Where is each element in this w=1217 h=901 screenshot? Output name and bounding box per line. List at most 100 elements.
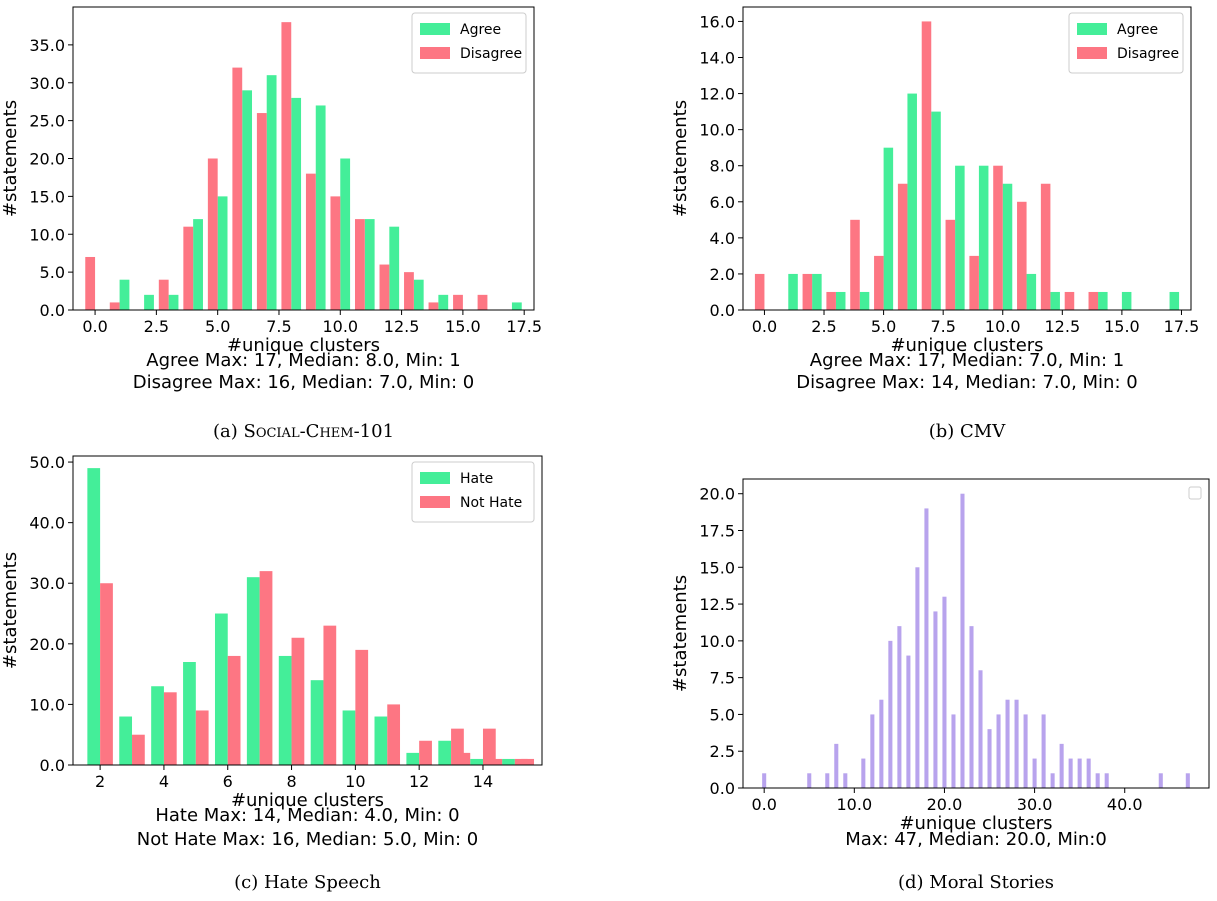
y-tick-label: 30.0 bbox=[29, 74, 65, 93]
y-tick-label: 0.0 bbox=[710, 779, 735, 798]
bar bbox=[470, 758, 483, 765]
bar bbox=[406, 752, 420, 765]
y-tick-label: 20.0 bbox=[699, 485, 735, 504]
bar bbox=[1059, 743, 1064, 788]
bar bbox=[1017, 201, 1027, 310]
legend-label: Agree bbox=[1117, 22, 1158, 38]
bar bbox=[906, 655, 911, 788]
y-tick-label: 14.0 bbox=[699, 49, 735, 68]
bar bbox=[151, 686, 164, 765]
bar bbox=[214, 613, 228, 765]
y-tick-label: 0.0 bbox=[40, 756, 65, 775]
chart-c: 0.0 10.0 20.0 30.0 40.0 50.0 2 4 6 8 10 12 14 #unique… bbox=[0, 453, 543, 893]
bar bbox=[951, 714, 956, 788]
bar bbox=[323, 625, 337, 765]
legend-swatch bbox=[1077, 47, 1107, 59]
legend-swatch bbox=[420, 23, 450, 35]
y-tick-label: 35.0 bbox=[29, 36, 65, 55]
bar bbox=[1014, 699, 1019, 788]
bar bbox=[232, 67, 243, 310]
x-axis-label: #unique clusters bbox=[899, 813, 1052, 834]
bar bbox=[482, 728, 496, 765]
bar bbox=[404, 272, 414, 311]
x-tick-label: 10.0 bbox=[985, 317, 1021, 336]
bar bbox=[132, 734, 145, 765]
bar bbox=[119, 279, 130, 310]
bar bbox=[389, 226, 400, 310]
bars-group bbox=[87, 468, 535, 765]
y-tick-label: 20.0 bbox=[29, 150, 65, 169]
bar bbox=[193, 219, 203, 310]
bar bbox=[413, 279, 424, 310]
bar bbox=[387, 704, 401, 765]
bar bbox=[835, 291, 846, 310]
bar bbox=[762, 773, 767, 788]
y-tick-label: 20.0 bbox=[29, 635, 65, 654]
bar bbox=[978, 670, 983, 788]
y-tick-label: 8.0 bbox=[710, 157, 735, 176]
y-tick-label: 6.0 bbox=[710, 193, 735, 212]
bar bbox=[921, 21, 932, 311]
chart-b: 0.0 2.0 4.0 6.0 8.0 10.0 12.0 14.0 16.0 0.0 2.5 5.0… bbox=[670, 6, 1199, 442]
bar bbox=[438, 740, 452, 765]
legend-swatch bbox=[1077, 23, 1107, 35]
legend-label: Agree bbox=[460, 22, 501, 38]
y-axis-label: #statements bbox=[0, 100, 21, 217]
stats-line: Agree Max: 17, Median: 7.0, Min: 1 bbox=[810, 350, 1124, 371]
bar bbox=[119, 716, 133, 765]
x-tick-label: 10.0 bbox=[322, 317, 358, 336]
x-tick-label: 5.0 bbox=[205, 317, 230, 336]
bar bbox=[1005, 699, 1010, 788]
stats-line: Not Hate Max: 16, Median: 5.0, Min: 0 bbox=[137, 829, 479, 850]
bar bbox=[942, 596, 947, 788]
chart-d: 0.0 2.5 5.0 7.5 10.0 12.5 15.0 17.5 20.0 0.0 10.0 2… bbox=[670, 478, 1210, 893]
chart-a: 0.0 5.0 10.0 15.0 20.0 25.0 30.0 35.0 0.0 2.5 5.0 7… bbox=[0, 6, 542, 442]
bar bbox=[812, 273, 822, 310]
stats-line: Hate Max: 14, Median: 4.0, Min: 0 bbox=[155, 805, 459, 826]
y-tick-label: 7.5 bbox=[710, 669, 735, 688]
x-axis-label: #unique clusters bbox=[890, 335, 1043, 356]
bar bbox=[843, 773, 848, 788]
y-tick-label: 10.0 bbox=[699, 632, 735, 651]
bar bbox=[955, 165, 965, 310]
y-tick-label: 10.0 bbox=[699, 121, 735, 140]
stats-line: Disagree Max: 14, Median: 7.0, Min: 0 bbox=[796, 372, 1137, 393]
chart-panel-a: 0.0 5.0 10.0 15.0 20.0 25.0 30.0 35.0 0.0 2.5 5.0 7… bbox=[0, 0, 608, 450]
x-tick-label: 5.0 bbox=[871, 317, 896, 336]
legend-label: Hate bbox=[460, 471, 493, 487]
bar bbox=[978, 165, 989, 310]
legend-swatch bbox=[420, 496, 450, 508]
bar bbox=[457, 752, 471, 765]
figure-caption: (d) Moral Stories bbox=[898, 872, 1054, 893]
x-tick-label: 7.5 bbox=[266, 317, 291, 336]
stats-line: Disagree Max: 16, Median: 7.0, Min: 0 bbox=[133, 372, 474, 393]
x-tick-label: 2 bbox=[95, 772, 105, 791]
bar bbox=[1098, 291, 1108, 310]
bar bbox=[1086, 758, 1091, 788]
x-tick-label: 2.5 bbox=[811, 317, 836, 336]
bar bbox=[960, 493, 965, 788]
stats-line: Agree Max: 17, Median: 8.0, Min: 1 bbox=[146, 350, 460, 371]
bar bbox=[915, 567, 920, 788]
bar bbox=[1068, 758, 1073, 788]
bar bbox=[278, 655, 292, 765]
y-tick-label: 10.0 bbox=[29, 695, 65, 714]
bar bbox=[802, 273, 813, 310]
legend-label: Not Hate bbox=[460, 495, 522, 511]
x-axis-label: #unique clusters bbox=[227, 335, 380, 356]
bar bbox=[374, 716, 388, 765]
bar bbox=[1002, 183, 1013, 310]
y-axis-label: #statements bbox=[0, 552, 21, 669]
bar bbox=[861, 758, 866, 788]
bar bbox=[879, 699, 884, 788]
y-tick-label: 16.0 bbox=[699, 12, 735, 31]
chart-panel-d: 0.0 2.5 5.0 7.5 10.0 12.5 15.0 17.5 20.0 0.0 10.0 2… bbox=[609, 451, 1217, 901]
bar bbox=[354, 219, 365, 310]
bar bbox=[969, 626, 974, 788]
legend-box bbox=[1188, 486, 1202, 500]
x-tick-label: 14 bbox=[473, 772, 493, 791]
bar bbox=[870, 714, 875, 788]
bar bbox=[489, 758, 503, 765]
x-tick-label: 0.0 bbox=[751, 795, 776, 814]
bar bbox=[330, 196, 341, 311]
